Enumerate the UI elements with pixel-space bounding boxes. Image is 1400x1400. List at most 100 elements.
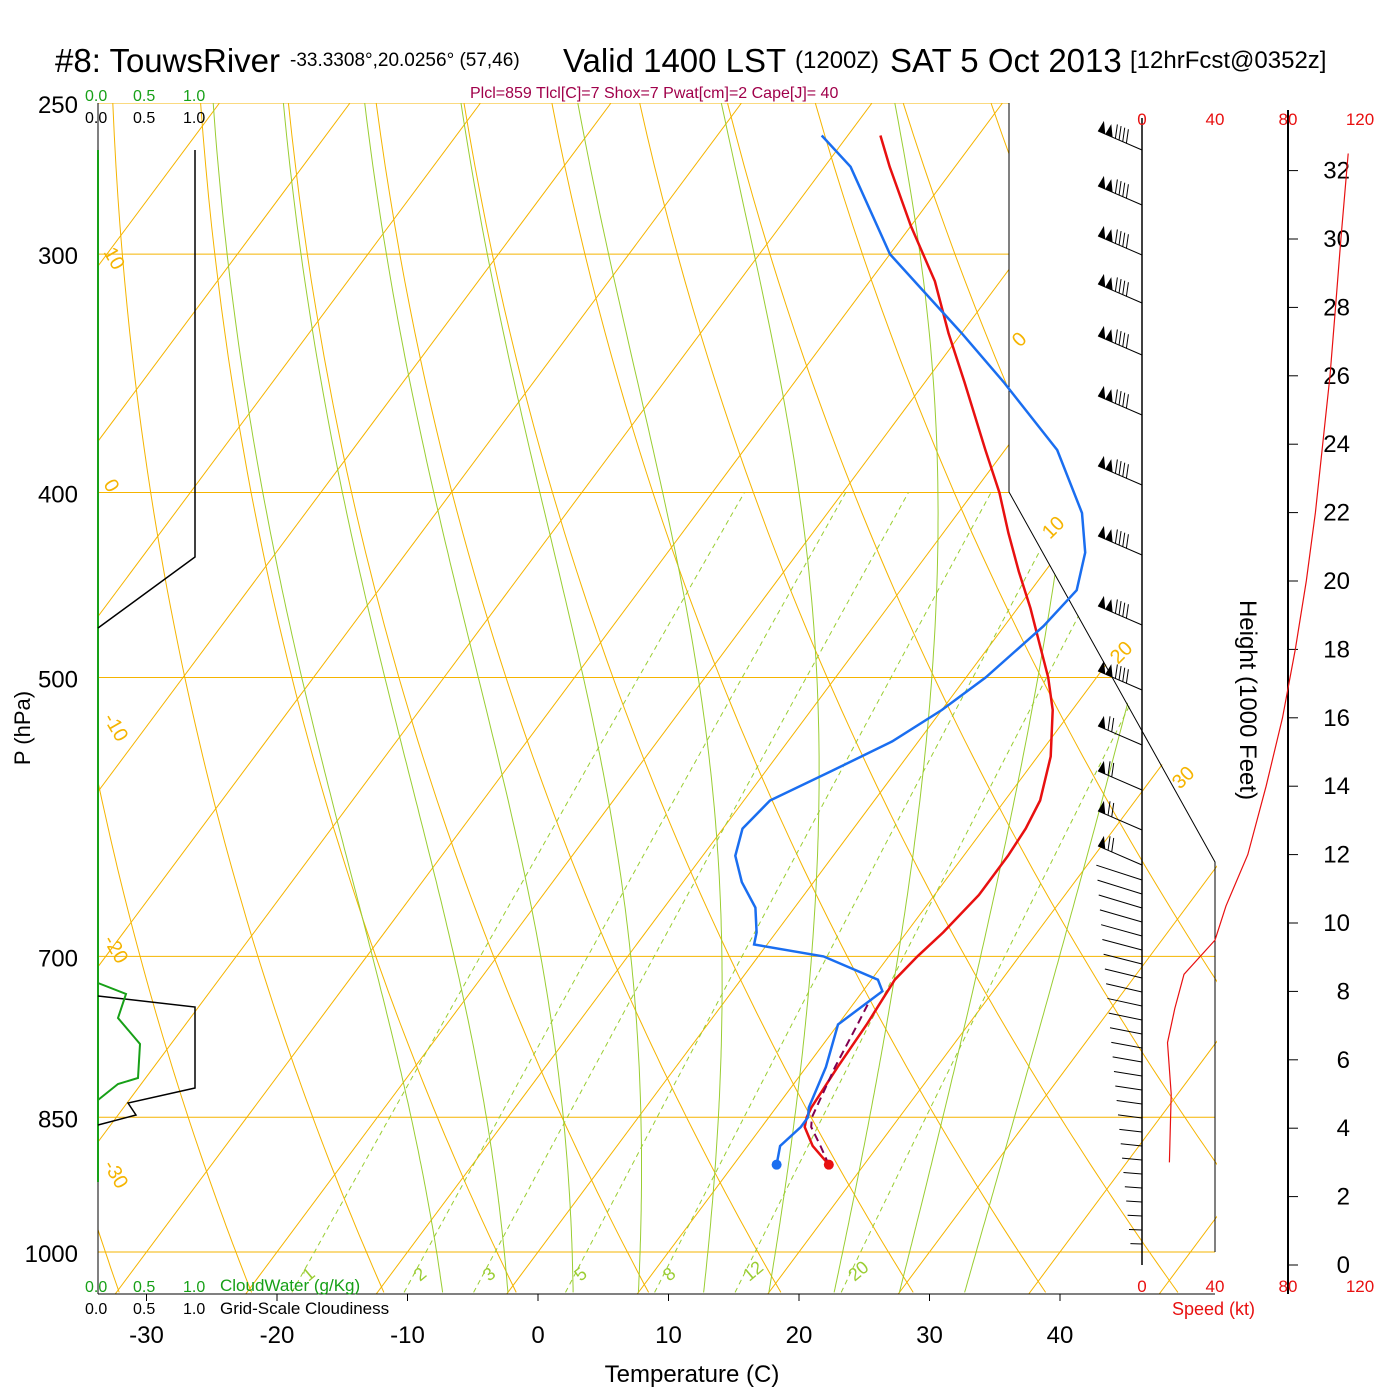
mixing-ratio-line bbox=[403, 492, 847, 1293]
isotherm bbox=[636, 514, 1217, 1294]
pressure-tick-label: 1000 bbox=[25, 1241, 78, 1268]
wind-barb-staff bbox=[1097, 810, 1143, 831]
wind-barb-low bbox=[1108, 1012, 1143, 1021]
wind-barb-feather bbox=[1118, 231, 1122, 246]
wind-barb-flag bbox=[1105, 459, 1113, 473]
temperature-tick-label: -30 bbox=[129, 1322, 164, 1349]
mixing-ratio-label: 3 bbox=[479, 1263, 500, 1285]
temperature-tick-label: -20 bbox=[260, 1322, 295, 1349]
wind-barb-feather bbox=[1125, 282, 1129, 297]
isotherm bbox=[506, 339, 1217, 1294]
wind-barb-low bbox=[1117, 1114, 1143, 1119]
mixing-ratio-line bbox=[473, 492, 909, 1293]
wind-barb-flag bbox=[1097, 225, 1106, 240]
wind-barb-flag bbox=[1105, 664, 1113, 678]
temperature-tick-label: 30 bbox=[916, 1322, 943, 1349]
speed-tick-40-top: 40 bbox=[1206, 110, 1225, 129]
series-parcel bbox=[810, 1001, 870, 1166]
moist-adiabat bbox=[720, 103, 820, 1293]
speed-tick-80-bottom: 80 bbox=[1279, 1277, 1298, 1296]
isotherm-label: 10 bbox=[99, 244, 129, 274]
wind-barb-flag bbox=[1105, 179, 1113, 193]
cloudiness-scale-05-top: 0.5 bbox=[133, 110, 155, 127]
wind-barb-low bbox=[1115, 1085, 1143, 1091]
surface-td-point bbox=[771, 1159, 782, 1170]
mixing-ratio-label: 20 bbox=[844, 1257, 872, 1285]
pressure-tick-label: 300 bbox=[38, 243, 78, 270]
wind-barb-low bbox=[1104, 968, 1143, 979]
wind-barb-feather bbox=[1114, 124, 1118, 139]
wind-barb-low bbox=[1124, 1186, 1143, 1189]
mixing-ratio-line bbox=[565, 492, 992, 1293]
height-tick-label: 12 bbox=[1323, 842, 1350, 869]
wind-barb-low bbox=[1122, 1157, 1143, 1161]
temperature-tick-label: 0 bbox=[531, 1322, 544, 1349]
wind-barb-flag bbox=[1105, 599, 1113, 613]
temperature-tick-label: 40 bbox=[1047, 1322, 1074, 1349]
isotherm bbox=[98, 103, 612, 793]
wind-barb-flag bbox=[1097, 455, 1106, 470]
wind-barb-flag bbox=[1105, 124, 1113, 138]
wind-barb-low bbox=[1126, 1200, 1143, 1203]
wind-barb-low bbox=[1116, 1099, 1143, 1105]
wind-barb-feather bbox=[1125, 234, 1129, 249]
wind-barb-low bbox=[1099, 909, 1143, 923]
wind-barb-staff bbox=[1097, 725, 1143, 746]
isotherm bbox=[1028, 1040, 1217, 1294]
dry-adiabat bbox=[1254, 103, 1400, 1292]
wind-barb-feather bbox=[1107, 716, 1111, 731]
temperature-tick-label: 20 bbox=[786, 1322, 813, 1349]
stability-indices: Plcl=859 Tlcl[C]=7 Shox=7 Pwat[cm]=2 Cap… bbox=[470, 85, 838, 102]
cloudwater-scale-1-bottom: 1.0 bbox=[183, 1279, 205, 1296]
wind-barb-feather bbox=[1125, 534, 1129, 549]
wind-barb-feather bbox=[1125, 184, 1129, 199]
wind-speed-profile bbox=[1166, 153, 1349, 1163]
isotherm bbox=[98, 103, 351, 443]
wind-barb-feather bbox=[1111, 762, 1115, 777]
speed-tick-80-top: 80 bbox=[1279, 110, 1298, 129]
cloudiness-scale-05-bottom: 0.5 bbox=[133, 1301, 155, 1318]
wind-speed-axis-title: Speed (kt) bbox=[1172, 1299, 1255, 1319]
wind-barb-feather bbox=[1122, 232, 1126, 247]
cloudwater-scale-05-top: 0.5 bbox=[133, 88, 155, 105]
wind-barb-feather bbox=[1122, 182, 1126, 197]
wind-barb-feather bbox=[1122, 602, 1126, 617]
wind-barb-feather bbox=[1118, 181, 1122, 196]
wind-barb-flag bbox=[1097, 715, 1106, 730]
wind-barb-flag bbox=[1105, 389, 1113, 403]
wind-barb-flag bbox=[1105, 529, 1113, 543]
wind-barb-low bbox=[1101, 924, 1143, 937]
mixing-ratio-line bbox=[654, 492, 1072, 1293]
cloudiness-scale-1-top: 1.0 bbox=[183, 110, 205, 127]
speed-tick-120-top: 120 bbox=[1346, 110, 1374, 129]
height-tick-label: 10 bbox=[1323, 910, 1350, 937]
dry-adiabat bbox=[814, 103, 1217, 983]
height-tick-label: 22 bbox=[1323, 500, 1350, 527]
height-tick-label: 6 bbox=[1337, 1047, 1350, 1074]
dry-adiabat bbox=[1342, 103, 1400, 1292]
height-tick-label: 8 bbox=[1337, 978, 1350, 1005]
wind-barb-flag bbox=[1097, 660, 1106, 675]
dry-adiabat bbox=[551, 103, 1047, 1293]
wind-barb-feather bbox=[1125, 129, 1129, 144]
wind-barb-feather bbox=[1114, 277, 1118, 292]
station-title: #8: TouwsRiver bbox=[55, 42, 280, 79]
wind-barb-flag bbox=[1097, 175, 1106, 190]
wind-barb-feather bbox=[1107, 801, 1111, 816]
cloudiness-scale-0-top: 0.0 bbox=[85, 110, 107, 127]
wind-barb-flag bbox=[1105, 329, 1113, 343]
wind-barb-feather bbox=[1114, 329, 1118, 344]
wind-barb-flag bbox=[1097, 273, 1106, 288]
dry-adiabat bbox=[200, 103, 517, 1293]
height-tick-label: 14 bbox=[1323, 773, 1350, 800]
isotherm bbox=[98, 103, 873, 1143]
wind-barb-low bbox=[1119, 1128, 1143, 1133]
wind-barb-flag bbox=[1097, 760, 1106, 775]
wind-barb-feather bbox=[1122, 462, 1126, 477]
isotherm bbox=[897, 865, 1217, 1294]
wind-barb-low bbox=[1096, 864, 1143, 881]
temperature-tick-label: 10 bbox=[655, 1322, 682, 1349]
wind-barb-feather bbox=[1122, 532, 1126, 547]
wind-barb-feather bbox=[1118, 461, 1122, 476]
wind-barb-feather bbox=[1118, 126, 1122, 141]
